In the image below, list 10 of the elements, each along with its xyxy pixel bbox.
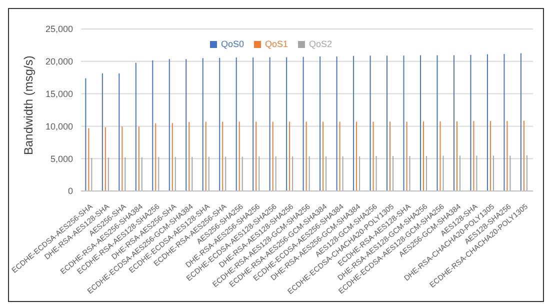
- y-axis-title: Bandwidth (msg/s): [21, 56, 36, 155]
- y-tick-label: 10,000: [45, 121, 73, 132]
- legend-label: QoS1: [264, 39, 288, 49]
- y-tick-label: 20,000: [45, 56, 73, 67]
- y-tick-label: 25,000: [45, 24, 73, 34]
- legend-label: QoS0: [220, 39, 244, 49]
- legend-label: QoS2: [309, 39, 332, 49]
- y-tick-label: 15,000: [45, 88, 73, 99]
- y-tick-label: 0: [68, 186, 73, 196]
- y-tick-label: 5,000: [50, 154, 73, 164]
